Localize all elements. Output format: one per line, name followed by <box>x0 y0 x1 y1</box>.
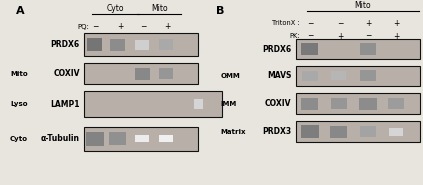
Text: LAMP1: LAMP1 <box>50 100 80 109</box>
Text: −: − <box>308 19 314 28</box>
Bar <box>301 43 319 55</box>
Bar <box>296 66 420 86</box>
Bar <box>87 38 102 51</box>
Bar <box>389 128 403 136</box>
Bar <box>159 68 173 79</box>
Bar <box>301 125 319 138</box>
Text: Mito: Mito <box>11 71 28 77</box>
Bar <box>84 63 198 84</box>
Text: Mito: Mito <box>151 4 168 13</box>
Text: +: + <box>393 32 399 41</box>
Bar <box>135 135 149 142</box>
Text: MAVS: MAVS <box>267 71 291 80</box>
Text: +: + <box>164 22 170 31</box>
Bar <box>302 71 318 81</box>
Bar <box>388 98 404 109</box>
Bar <box>159 135 173 142</box>
Bar <box>301 97 319 110</box>
Bar <box>331 71 346 80</box>
Bar <box>360 127 376 137</box>
Text: −: − <box>337 19 343 28</box>
Text: +: + <box>393 19 399 28</box>
Text: IMM: IMM <box>220 101 236 107</box>
Bar <box>360 97 376 110</box>
Text: +: + <box>365 19 371 28</box>
Bar <box>84 127 198 151</box>
Text: +: + <box>337 32 343 41</box>
Text: PRDX6: PRDX6 <box>262 45 291 53</box>
Text: PK:: PK: <box>289 33 300 39</box>
Text: COXIV: COXIV <box>265 99 291 108</box>
Text: −: − <box>140 22 147 31</box>
Text: Mito: Mito <box>354 1 371 10</box>
Bar <box>86 132 104 146</box>
Bar <box>331 98 347 109</box>
Text: Lyso: Lyso <box>11 101 28 107</box>
Text: Cyto: Cyto <box>107 4 124 13</box>
Bar <box>109 132 126 145</box>
Bar <box>159 39 173 51</box>
Bar <box>194 99 206 109</box>
Text: OMM: OMM <box>220 73 240 79</box>
Bar <box>296 39 420 59</box>
Text: TritonX :: TritonX : <box>272 20 300 26</box>
Bar <box>84 91 222 117</box>
Text: Matrix: Matrix <box>220 129 246 135</box>
Bar <box>84 33 198 56</box>
Bar <box>110 39 125 51</box>
Bar <box>135 40 149 50</box>
Bar <box>135 68 150 80</box>
Bar <box>360 43 376 55</box>
Bar <box>360 70 376 81</box>
Text: PRDX6: PRDX6 <box>51 41 80 49</box>
Text: −: − <box>365 32 371 41</box>
Bar <box>296 121 420 142</box>
Text: α-Tubulin: α-Tubulin <box>41 134 80 143</box>
Text: PQ:: PQ: <box>78 24 90 30</box>
Text: A: A <box>16 6 25 16</box>
Text: Cyto: Cyto <box>10 136 28 142</box>
Text: B: B <box>216 6 224 16</box>
Text: +: + <box>117 22 124 31</box>
Text: −: − <box>93 22 99 31</box>
Bar <box>330 126 347 138</box>
Text: PRDX3: PRDX3 <box>262 127 291 136</box>
Text: COXIV: COXIV <box>53 69 80 78</box>
Bar <box>296 93 420 114</box>
Text: −: − <box>308 32 314 41</box>
